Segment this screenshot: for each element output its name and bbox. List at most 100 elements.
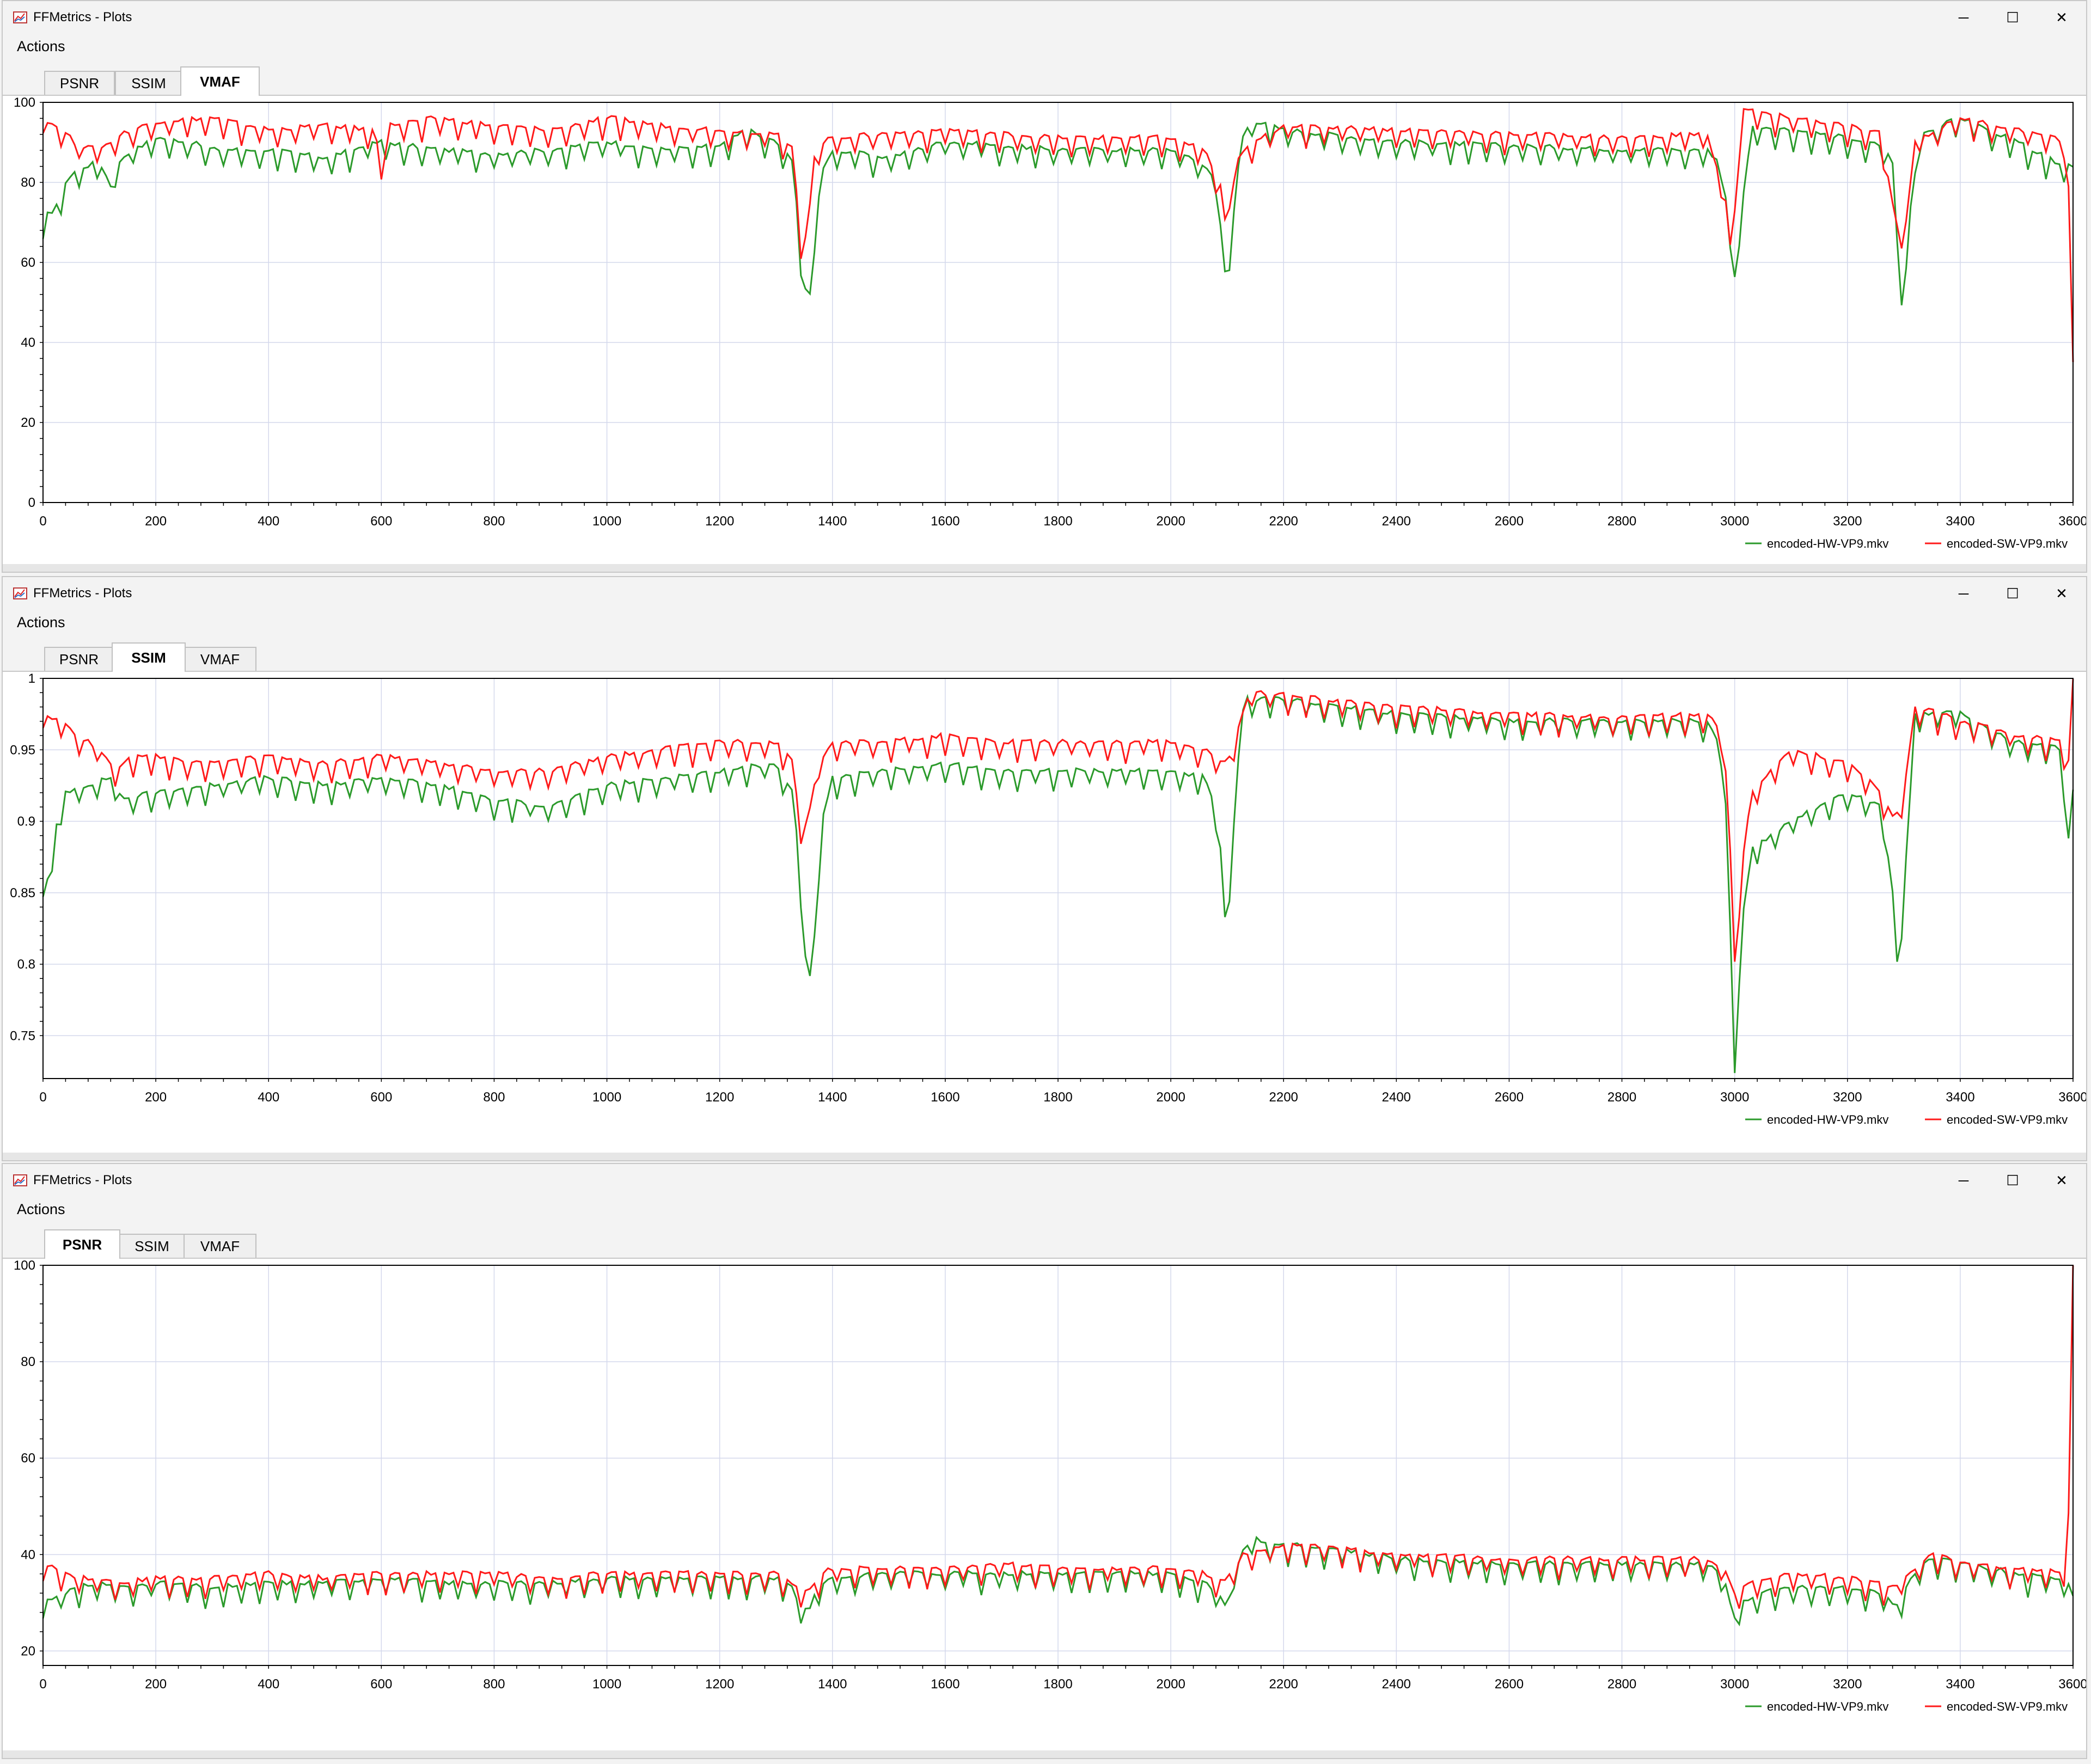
close-icon: ✕: [2056, 9, 2068, 26]
y-tick-label: 60: [21, 255, 35, 270]
x-tick-label: 3600: [2058, 1677, 2086, 1692]
title-bar[interactable]: FFMetrics - Plots ─ ☐ ✕: [3, 577, 2086, 610]
tab-ssim[interactable]: SSIM: [112, 642, 186, 672]
tab-vmaf[interactable]: VMAF: [184, 647, 256, 671]
y-tick-label: 100: [14, 96, 35, 110]
tab-psnr[interactable]: PSNR: [44, 71, 115, 95]
psnr-chart[interactable]: 0 200 400 600 800 1000 1200 1400 1600 1800 2000 220…: [3, 1258, 2086, 1732]
ssim-chart[interactable]: 0 200 400 600 800 1000 1200 1400 1600 1800 2000 220…: [3, 671, 2086, 1146]
maximize-button[interactable]: ☐: [1988, 1, 2037, 34]
x-tick-label: 2000: [1156, 514, 1185, 529]
x-tick-label: 1600: [931, 1677, 959, 1692]
plots-window-psnr: FFMetrics - Plots ─ ☐ ✕ Actions PSNR SSI…: [2, 1163, 2087, 1759]
maximize-button[interactable]: ☐: [1988, 1164, 2037, 1197]
maximize-icon: ☐: [2006, 9, 2019, 26]
ffmetrics-app-icon: [13, 587, 27, 599]
close-button[interactable]: ✕: [2037, 1, 2086, 34]
tab-vmaf[interactable]: VMAF: [180, 66, 260, 96]
minimize-icon: ─: [1958, 9, 1969, 26]
tab-strip: PSNR SSIM VMAF: [3, 60, 2086, 96]
legend-label: encoded-HW-VP9.mkv: [1767, 537, 1888, 550]
ffmetrics-app-icon: [13, 11, 27, 23]
x-tick-label: 0: [39, 1677, 46, 1692]
title-bar[interactable]: FFMetrics - Plots ─ ☐ ✕: [3, 1164, 2086, 1197]
menu-actions[interactable]: Actions: [17, 614, 65, 630]
x-tick-label: 2200: [1269, 1677, 1298, 1692]
y-tick-label: 100: [14, 1259, 35, 1273]
tab-ssim[interactable]: SSIM: [115, 71, 182, 95]
vmaf-plot-area[interactable]: 0 200 400 600 800 1000 1200 1400 1600 1800 2000 220…: [3, 95, 2086, 569]
y-tick-label: 40: [21, 335, 35, 350]
x-tick-label: 2800: [1607, 1090, 1636, 1105]
window-bottom-edge: [3, 1750, 2086, 1758]
x-tick-label: 1200: [705, 1677, 734, 1692]
x-tick-label: 400: [258, 1677, 279, 1692]
x-tick-label: 2600: [1495, 514, 1524, 529]
x-tick-label: 1400: [818, 1090, 847, 1105]
series-line-hw: [42, 694, 2074, 1073]
window-bottom-edge: [3, 564, 2086, 572]
x-tick-label: 3600: [2058, 514, 2086, 529]
tab-psnr[interactable]: PSNR: [44, 1229, 120, 1259]
tab-strip: PSNR SSIM VMAF: [3, 1223, 2086, 1259]
series-line-hw: [42, 1535, 2074, 1627]
x-tick-label: 1000: [592, 514, 621, 529]
legend-label: encoded-HW-VP9.mkv: [1767, 1700, 1888, 1713]
x-tick-label: 3000: [1720, 1677, 1749, 1692]
psnr-plot-area[interactable]: 0 200 400 600 800 1000 1200 1400 1600 1800 2000 220…: [3, 1258, 2086, 1732]
x-tick-label: 2800: [1607, 514, 1636, 529]
x-tick-label: 1200: [705, 514, 734, 529]
x-tick-label: 400: [258, 514, 279, 529]
minimize-button[interactable]: ─: [1939, 1164, 1988, 1197]
minimize-button[interactable]: ─: [1939, 1, 1988, 34]
x-tick-label: 3200: [1833, 1677, 1862, 1692]
tab-strip: PSNR SSIM VMAF: [3, 636, 2086, 672]
x-tick-label: 1600: [931, 1090, 959, 1105]
minimize-icon: ─: [1958, 585, 1969, 602]
window-title: FFMetrics - Plots: [33, 1173, 132, 1187]
x-tick-label: 600: [370, 514, 392, 529]
tab-vmaf[interactable]: VMAF: [184, 1234, 256, 1258]
x-tick-label: 3600: [2058, 1090, 2086, 1105]
x-tick-label: 1200: [705, 1090, 734, 1105]
x-tick-label: 2400: [1382, 514, 1411, 529]
window-title: FFMetrics - Plots: [33, 586, 132, 601]
close-button[interactable]: ✕: [2037, 577, 2086, 610]
y-tick-label: 0.9: [17, 814, 35, 829]
plot-frame: [42, 678, 2074, 1079]
x-tick-label: 3000: [1720, 1090, 1749, 1105]
tab-divider: [3, 95, 2086, 96]
x-tick-label: 600: [370, 1677, 392, 1692]
y-tick-label: 80: [21, 175, 35, 190]
tab-psnr[interactable]: PSNR: [44, 647, 114, 671]
x-tick-label: 2600: [1495, 1677, 1524, 1692]
menu-actions[interactable]: Actions: [17, 38, 65, 54]
ssim-plot-area[interactable]: 0 200 400 600 800 1000 1200 1400 1600 1800 2000 220…: [3, 671, 2086, 1146]
title-bar[interactable]: FFMetrics - Plots ─ ☐ ✕: [3, 1, 2086, 34]
tab-divider: [3, 1258, 2086, 1259]
x-tick-label: 1800: [1043, 1677, 1072, 1692]
y-tick-label: 0.8: [17, 957, 35, 972]
series-line-sw: [42, 108, 2074, 363]
close-button[interactable]: ✕: [2037, 1164, 2086, 1197]
menu-bar: Actions: [3, 1197, 2086, 1223]
x-tick-label: 3400: [1946, 1677, 1974, 1692]
y-tick-label: 0.85: [10, 886, 35, 901]
tab-ssim[interactable]: SSIM: [118, 1234, 186, 1258]
y-tick-label: 1: [28, 672, 35, 686]
menu-actions[interactable]: Actions: [17, 1201, 65, 1217]
x-tick-label: 3400: [1946, 1090, 1974, 1105]
legend-label: encoded-HW-VP9.mkv: [1767, 1113, 1888, 1126]
x-tick-label: 1800: [1043, 514, 1072, 529]
y-tick-label: 60: [21, 1451, 35, 1466]
vmaf-chart[interactable]: 0 200 400 600 800 1000 1200 1400 1600 1800 2000 220…: [3, 95, 2086, 569]
x-tick-label: 3000: [1720, 514, 1749, 529]
maximize-button[interactable]: ☐: [1988, 577, 2037, 610]
x-tick-label: 2200: [1269, 1090, 1298, 1105]
x-tick-label: 400: [258, 1090, 279, 1105]
minimize-button[interactable]: ─: [1939, 577, 1988, 610]
x-tick-label: 0: [39, 1090, 46, 1105]
maximize-icon: ☐: [2006, 1172, 2019, 1189]
x-tick-label: 2000: [1156, 1090, 1185, 1105]
plot-frame: [42, 102, 2074, 503]
